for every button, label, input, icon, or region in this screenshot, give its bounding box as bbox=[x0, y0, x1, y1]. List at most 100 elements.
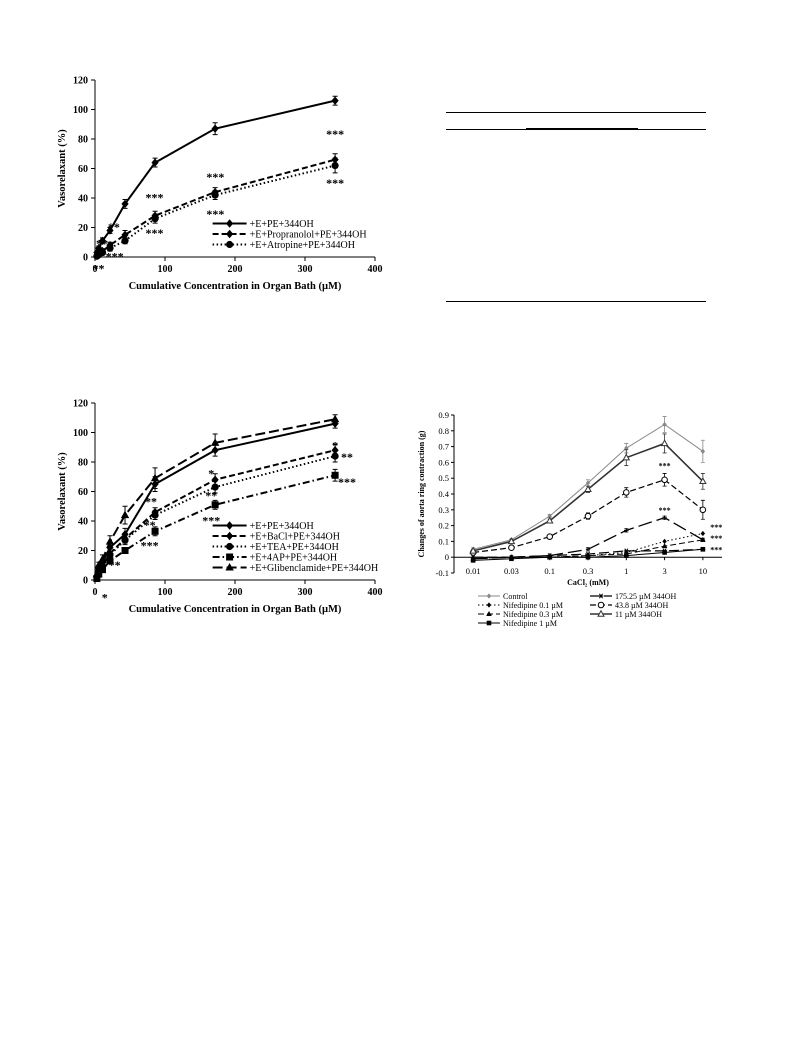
chart-b: 0 20 40 60 80 100 120 0 100 200 300 400 Cumulative C… bbox=[57, 399, 383, 616]
y-tick-label: 0 bbox=[83, 253, 88, 264]
data-point bbox=[95, 243, 103, 253]
data-point bbox=[585, 480, 591, 486]
y-tick-label: 120 bbox=[73, 399, 88, 410]
data-point bbox=[98, 236, 107, 245]
significance-marker: ** bbox=[109, 558, 121, 572]
legend-label: Control bbox=[503, 592, 528, 601]
data-point bbox=[662, 421, 667, 428]
y-tick-label: 0.8 bbox=[438, 426, 449, 436]
data-point bbox=[469, 546, 477, 554]
y-tick-label: 0.5 bbox=[438, 473, 449, 483]
series-8 bbox=[470, 515, 706, 561]
x-tick-label: 300 bbox=[298, 264, 313, 275]
significance-marker: *** bbox=[326, 127, 344, 141]
data-point bbox=[120, 510, 130, 519]
x-tick-label: 0.1 bbox=[544, 566, 555, 576]
significance-marker: *** bbox=[710, 523, 722, 532]
series-3 bbox=[93, 157, 339, 260]
significance-marker: *** bbox=[326, 176, 344, 190]
legend-marker bbox=[225, 563, 234, 571]
x-tick-label: 200 bbox=[228, 587, 243, 598]
table-top-rule bbox=[446, 112, 706, 113]
legend-label: +E+4AP+PE+344OH bbox=[250, 553, 338, 564]
data-point bbox=[151, 527, 159, 535]
significance-marker: *** bbox=[710, 545, 722, 554]
y-tick-label: 0.4 bbox=[438, 489, 449, 499]
x-tick-label: 200 bbox=[228, 264, 243, 275]
data-point bbox=[662, 550, 667, 555]
y-tick-label: 20 bbox=[78, 546, 88, 557]
legend-marker bbox=[486, 620, 492, 626]
data-point bbox=[106, 226, 114, 235]
significance-marker: ** bbox=[145, 494, 157, 508]
data-point bbox=[331, 452, 339, 460]
legend-marker bbox=[226, 229, 234, 239]
data-point bbox=[106, 244, 114, 252]
y-tick-label: 0.7 bbox=[438, 442, 449, 452]
legend-marker bbox=[486, 593, 492, 599]
data-point bbox=[211, 124, 219, 133]
data-point bbox=[92, 569, 102, 578]
x-axis-title: Cumulative Concentration in Organ Bath (… bbox=[129, 281, 342, 292]
data-point bbox=[330, 414, 340, 423]
legend-marker bbox=[226, 531, 234, 541]
y-tick-label: 40 bbox=[78, 517, 88, 528]
data-point bbox=[660, 439, 669, 447]
series-5 bbox=[92, 414, 340, 578]
legend: Control 175.25 µM 344OH Nifedipine 0.1 µM 4… bbox=[478, 592, 677, 628]
significance-marker: *** bbox=[106, 250, 124, 264]
data-point bbox=[105, 537, 115, 545]
legend-marker bbox=[226, 553, 234, 561]
x-tick-label: 0 bbox=[93, 264, 98, 275]
y-tick-label: 0.2 bbox=[438, 521, 449, 531]
legend-marker bbox=[226, 240, 234, 249]
data-point bbox=[150, 473, 160, 482]
significance-marker: * bbox=[102, 590, 108, 604]
y-tick-label: 0.6 bbox=[438, 457, 449, 467]
legend-marker bbox=[226, 219, 234, 228]
legend-marker bbox=[226, 521, 234, 530]
y-tick-label: 20 bbox=[78, 223, 88, 234]
legend: +E+PE+344OH+E+BaCl+PE+344OH+E+TEA+PE+344… bbox=[212, 521, 378, 574]
data-point bbox=[622, 489, 630, 496]
legend-label: +E+Propranolol+PE+344OH bbox=[250, 230, 367, 241]
x-tick-label: 0.3 bbox=[583, 566, 594, 576]
y-tick-label: 0 bbox=[445, 552, 449, 562]
data-point bbox=[331, 471, 339, 479]
significance-marker: *** bbox=[146, 226, 164, 240]
y-tick-label: 40 bbox=[78, 194, 88, 205]
significance-marker: * bbox=[332, 438, 338, 452]
y-tick-label: 0.1 bbox=[438, 536, 449, 546]
data-point bbox=[507, 537, 516, 545]
x-tick-label: 400 bbox=[368, 587, 383, 598]
data-point bbox=[700, 537, 706, 543]
significance-marker: *** bbox=[659, 462, 671, 471]
y-tick-label: 60 bbox=[78, 164, 88, 175]
legend-marker bbox=[226, 542, 234, 551]
legend-label: Nifedipine 0.3 µM bbox=[503, 610, 563, 619]
significance-marker: ** bbox=[205, 489, 217, 503]
significance-marker: *** bbox=[146, 191, 164, 205]
significance-marker: *** bbox=[141, 539, 159, 553]
legend-marker bbox=[486, 602, 492, 608]
significance-marker: ** bbox=[144, 518, 156, 532]
significance-marker: ** bbox=[341, 450, 353, 464]
series-6 bbox=[469, 433, 707, 554]
legend: +E+PE+344OH+E+Propranolol+PE+344OH+E+Atr… bbox=[212, 219, 367, 251]
x-tick-label: 0.03 bbox=[504, 566, 519, 576]
data-point bbox=[624, 528, 629, 533]
chart-d: -0.1 0 0.1 0.2 0.3 0.4 0.5 0.6 0.7 0.8 0.9 0.01 0.03… bbox=[417, 410, 722, 628]
data-point bbox=[98, 248, 107, 257]
x-tick-label: 400 bbox=[368, 264, 383, 275]
data-point bbox=[331, 161, 339, 170]
data-point bbox=[699, 477, 707, 485]
significance-marker: *** bbox=[659, 506, 671, 515]
data-point bbox=[151, 511, 159, 519]
data-point bbox=[547, 553, 552, 558]
table-bottom-rule bbox=[446, 301, 706, 302]
data-point bbox=[121, 199, 129, 209]
data-point bbox=[700, 448, 706, 454]
data-point bbox=[106, 557, 114, 565]
y-tick-label: 120 bbox=[73, 76, 88, 87]
data-point bbox=[331, 96, 339, 105]
